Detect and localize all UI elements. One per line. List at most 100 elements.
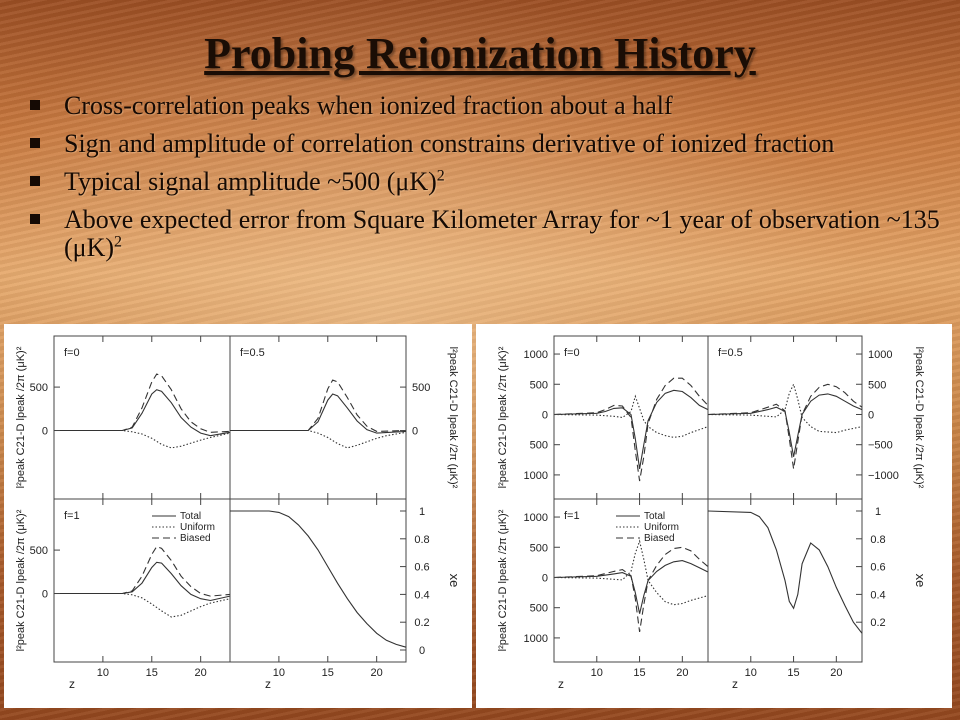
bullet-item: Typical signal amplitude ~500 (μK)2 <box>28 168 940 196</box>
series-line-xe <box>707 510 863 634</box>
bullet-icon <box>30 176 40 186</box>
y-tick-label: 1000 <box>524 470 548 482</box>
x-tick-label: 15 <box>787 667 799 679</box>
bullet-item: Above expected error from Square Kilomet… <box>28 206 940 262</box>
panel-label: f=0 <box>564 347 580 359</box>
series-line-total <box>553 560 709 614</box>
bullet-text: Above expected error from Square Kilomet… <box>64 205 940 262</box>
legend-label-total: Total <box>180 511 201 522</box>
series-line-uniform <box>54 429 231 449</box>
x-axis-label: z <box>265 677 271 691</box>
x-axis-label: z <box>732 677 738 691</box>
y-tick-label: 0.2 <box>870 617 885 629</box>
y-tick-label: 500 <box>30 545 48 557</box>
series-line-biased <box>707 383 863 469</box>
y-tick-label: 0 <box>868 409 874 421</box>
y-axis-label-right: l²peak C21-D lpeak /2π (μK)² <box>913 347 925 489</box>
y-tick-label: 0.4 <box>414 589 429 601</box>
y-axis-label-left: l²peak C21-D lpeak /2π (μK)² <box>497 509 509 651</box>
x-tick-label: 20 <box>371 667 383 679</box>
series-line-xe <box>230 510 407 648</box>
y-axis-label-left: l²peak C21-D lpeak /2π (μK)² <box>15 509 27 651</box>
y-tick-label: 0.8 <box>414 534 429 546</box>
y-tick-label: 500 <box>30 382 48 394</box>
bullet-item: Sign and amplitude of correlation constr… <box>28 130 940 158</box>
series-line-total <box>54 389 231 437</box>
series-line-biased <box>553 546 709 632</box>
y-tick-label: 1000 <box>524 349 548 361</box>
y-axis-label-left: l²peak C21-D lpeak /2π (μK)² <box>15 346 27 488</box>
series-line-total <box>553 389 709 469</box>
y-tick-label: 1 <box>875 506 881 518</box>
y-tick-label: 1 <box>419 506 425 518</box>
slide-title: Probing Reionization History <box>204 29 756 78</box>
bullet-text: Cross-correlation peaks when ionized fra… <box>64 91 673 120</box>
figure-right: f=0 1000 500 0 500 1000 f=0.5 −1000 −500 0 500 1000… <box>476 324 952 708</box>
panel-frame <box>707 335 863 500</box>
y-axis-label-left: l²peak C21-D lpeak /2π (μK)² <box>497 346 509 488</box>
panel-label: f=1 <box>64 510 80 522</box>
x-tick-label: 10 <box>591 667 603 679</box>
bullet-icon <box>30 100 40 110</box>
series-line-biased <box>54 373 231 433</box>
y-tick-label: 500 <box>868 379 886 391</box>
legend-label-biased: Biased <box>644 533 675 544</box>
x-axis-label: z <box>69 677 75 691</box>
y-tick-label: 0.6 <box>414 562 429 574</box>
y-tick-label: 500 <box>412 382 430 394</box>
legend-label-total: Total <box>644 511 665 522</box>
x-tick-label: 20 <box>830 667 842 679</box>
bullet-icon <box>30 214 40 224</box>
y-tick-label: 0 <box>42 589 48 601</box>
y-axis-label-right: l²peak C21-D lpeak /2π (μK)² <box>447 347 459 489</box>
panel-frame <box>229 498 407 663</box>
figure-left: f=0 0 500 f=0.5 0 500 f=1 0 500 10 15 20 z Total Unifo… <box>4 324 472 708</box>
bullet-item: Cross-correlation peaks when ionized fra… <box>28 92 940 120</box>
y-tick-label: 1000 <box>524 633 548 645</box>
legend-label-biased: Biased <box>180 533 211 544</box>
panel-frame <box>53 335 231 500</box>
series-line-uniform <box>54 592 231 618</box>
y-tick-label: 500 <box>530 379 548 391</box>
bullet-sup: 2 <box>436 167 445 185</box>
y-tick-label: 0.8 <box>870 534 885 546</box>
xe-axis-label: xe <box>913 574 928 588</box>
y-tick-label: 1000 <box>868 349 892 361</box>
x-tick-label: 10 <box>97 667 109 679</box>
panel-frame <box>707 498 863 663</box>
series-line-total <box>230 393 407 434</box>
bullet-text: Sign and amplitude of correlation constr… <box>64 129 835 158</box>
panel-frame <box>553 498 709 663</box>
series-line-uniform <box>553 394 709 438</box>
x-tick-label: 20 <box>195 667 207 679</box>
bullet-text: Typical signal amplitude ~500 (μK) <box>64 167 437 196</box>
bullet-sup: 2 <box>114 233 123 251</box>
x-tick-label: 10 <box>745 667 757 679</box>
y-tick-label: 500 <box>530 542 548 554</box>
y-tick-label: 0 <box>412 426 418 438</box>
y-tick-label: 1000 <box>524 512 548 524</box>
series-line-uniform <box>553 539 709 606</box>
y-tick-label: 0 <box>542 409 548 421</box>
series-line-biased <box>54 545 231 597</box>
y-tick-label: 0.4 <box>870 589 885 601</box>
panel-label: f=0 <box>64 347 80 359</box>
x-tick-label: 10 <box>273 667 285 679</box>
y-tick-label: 0 <box>419 645 425 657</box>
legend-label-uniform: Uniform <box>644 522 679 533</box>
y-tick-label: 0.2 <box>414 617 429 629</box>
x-tick-label: 15 <box>322 667 334 679</box>
y-tick-label: 0.6 <box>870 562 885 574</box>
series-line-total <box>707 393 863 457</box>
x-tick-label: 15 <box>633 667 645 679</box>
series-line-total <box>54 561 231 602</box>
panel-label: f=0.5 <box>240 347 265 359</box>
y-tick-label: 500 <box>530 440 548 452</box>
bullet-icon <box>30 138 40 148</box>
panel-label: f=1 <box>564 510 580 522</box>
x-tick-label: 20 <box>676 667 688 679</box>
y-tick-label: 0 <box>542 572 548 584</box>
series-line-biased <box>553 377 709 482</box>
series-line-uniform <box>230 429 407 449</box>
y-tick-label: −500 <box>868 440 893 452</box>
